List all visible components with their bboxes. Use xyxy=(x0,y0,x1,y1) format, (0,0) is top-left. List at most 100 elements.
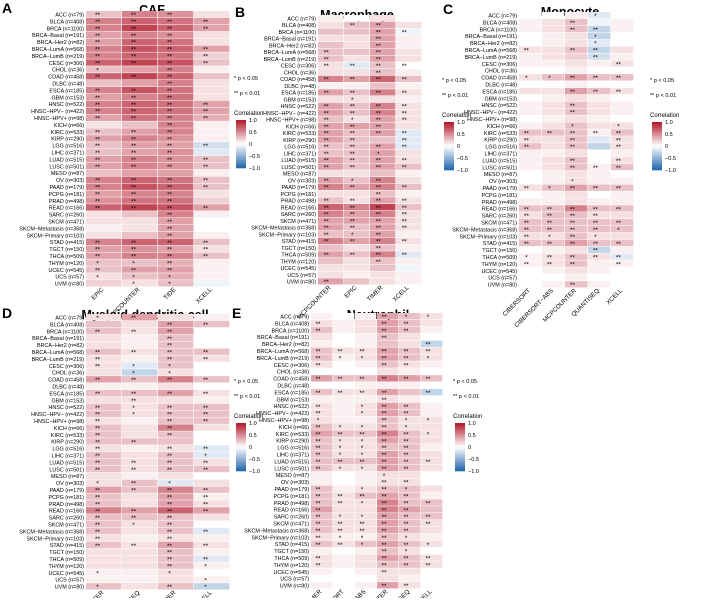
signif-mark: ** xyxy=(203,19,209,26)
heatmap-cell xyxy=(158,327,194,335)
row-label: ACC (n=79) xyxy=(280,314,309,320)
legend-sig2: ** p < 0.01 xyxy=(234,394,260,400)
signif-mark: ** xyxy=(167,136,173,143)
heatmap-cell xyxy=(565,239,588,247)
signif-mark: ** xyxy=(404,355,410,362)
row-label: KICH (n=66) xyxy=(54,123,84,129)
heatmap-cell xyxy=(588,274,611,281)
row-label: UCS (n=57) xyxy=(280,577,309,583)
heatmap-cell xyxy=(86,403,122,411)
signif-mark: * xyxy=(204,577,207,584)
heatmap-cell xyxy=(122,389,158,397)
heatmap-cell xyxy=(396,177,422,184)
signif-mark: ** xyxy=(593,248,599,255)
signif-mark: * xyxy=(168,370,171,377)
signif-mark: ** xyxy=(167,67,173,74)
heatmap-cell xyxy=(396,89,422,96)
signif-mark: ** xyxy=(616,89,622,96)
heatmap-cell xyxy=(158,38,194,45)
heatmap-cell xyxy=(344,82,370,89)
heatmap-cell xyxy=(122,569,158,576)
heatmap-cell xyxy=(421,437,443,444)
signif-mark: ** xyxy=(324,252,330,259)
heatmap-cell xyxy=(565,39,588,46)
heatmap-cell xyxy=(158,24,194,32)
heatmap-cell xyxy=(311,520,333,527)
heatmap-cell xyxy=(122,396,158,404)
colorbar-swatch xyxy=(236,435,246,438)
signif-mark: ** xyxy=(382,487,388,494)
heatmap-cell xyxy=(421,457,443,465)
heatmap-cell xyxy=(333,540,355,548)
colorbar-tick: −1.0 xyxy=(249,469,260,475)
heatmap-cell xyxy=(421,423,443,430)
signif-mark: ** xyxy=(167,198,173,205)
signif-mark: ** xyxy=(95,47,101,54)
heatmap-cell xyxy=(318,237,344,244)
signif-mark: ** xyxy=(376,191,382,198)
row-label: UCS (n=57) xyxy=(55,578,84,584)
heatmap-cell xyxy=(122,190,158,197)
signif-mark: ** xyxy=(131,391,137,398)
colorbar-swatch xyxy=(236,156,246,159)
signif-mark: ** xyxy=(203,412,209,419)
colorbar-tick: 1.0 xyxy=(665,120,673,126)
heatmap-cell xyxy=(194,314,230,321)
signif-mark: * xyxy=(405,424,408,431)
heatmap-cell xyxy=(194,355,230,362)
heatmap-cell xyxy=(194,362,230,369)
signif-mark: ** xyxy=(95,439,101,446)
heatmap-cell xyxy=(399,375,421,382)
signif-mark: * xyxy=(525,255,528,262)
heatmap-cell xyxy=(333,395,355,403)
heatmap-cell xyxy=(86,59,122,66)
row-label: LUSC (n=501) xyxy=(49,467,84,473)
heatmap-cell xyxy=(355,451,377,458)
heatmap-cell xyxy=(311,333,333,341)
signif-mark: ** xyxy=(404,583,410,590)
heatmap-cell xyxy=(396,21,422,28)
heatmap-cell xyxy=(333,485,355,492)
heatmap-cell xyxy=(542,225,565,233)
row-label: KIRP (n=290) xyxy=(283,138,316,144)
heatmap-cell xyxy=(311,554,333,561)
heatmap-cell xyxy=(355,471,377,479)
heatmap-cell xyxy=(333,492,355,499)
heatmap-cell xyxy=(611,18,634,26)
signif-mark: ** xyxy=(616,75,622,82)
heatmap-cell xyxy=(399,554,421,561)
heatmap-cell xyxy=(333,457,355,465)
row-label: BRCA (n=1100) xyxy=(46,329,84,335)
signif-mark: ** xyxy=(324,117,330,124)
heatmap-cell xyxy=(318,109,344,116)
heatmap-cell xyxy=(355,526,377,534)
signif-mark: * xyxy=(96,260,99,267)
heatmap-cell xyxy=(333,409,355,416)
heatmap-cell xyxy=(158,417,194,424)
heatmap-cell xyxy=(122,445,158,452)
signif-mark: * xyxy=(132,370,135,377)
colorbar-swatch xyxy=(652,140,662,143)
colorbar-swatch xyxy=(236,150,246,153)
heatmap-cell xyxy=(565,150,588,157)
signif-mark: ** xyxy=(404,459,410,466)
heatmap-cell xyxy=(519,39,542,46)
heatmap-cell xyxy=(158,80,194,87)
heatmap-cell xyxy=(396,82,422,89)
colorbar-tick: 0.5 xyxy=(249,130,257,136)
signif-mark: ** xyxy=(95,60,101,67)
row-label: LIHC (n=371) xyxy=(51,150,84,156)
colorbar-swatch xyxy=(652,124,662,127)
heatmap-cell xyxy=(122,376,158,383)
heatmap-cell xyxy=(122,465,158,473)
signif-mark: ** xyxy=(350,151,356,158)
heatmap-cell xyxy=(565,129,588,136)
heatmap-cell xyxy=(344,28,370,35)
heatmap-cell xyxy=(611,281,634,288)
heatmap-cell xyxy=(588,46,611,53)
heatmap-cell xyxy=(588,53,611,60)
heatmap-cell xyxy=(318,129,344,136)
heatmap-cell xyxy=(158,452,194,459)
signif-mark: ** xyxy=(95,19,101,26)
heatmap-cell xyxy=(86,135,122,142)
